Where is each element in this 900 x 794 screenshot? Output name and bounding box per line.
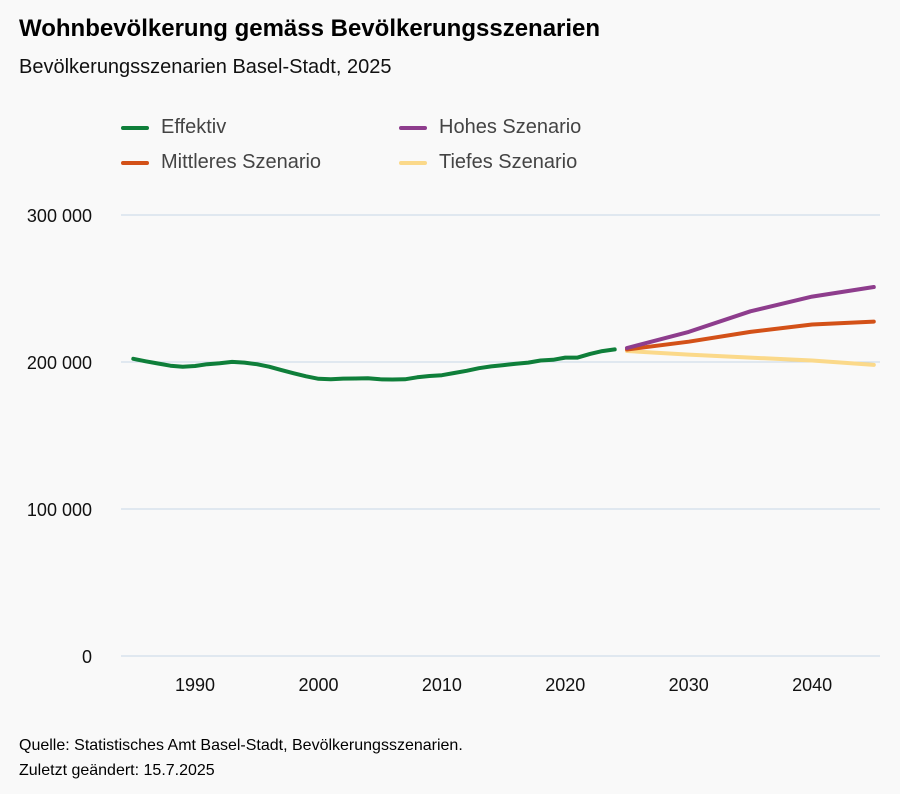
last-modified-line: Zuletzt geändert: 15.7.2025 — [19, 762, 215, 779]
legend-item-tiefes[interactable]: Tiefes Szenario — [399, 151, 577, 174]
legend-swatch-effektiv — [121, 125, 149, 130]
line-chart: 0 100 000 200 000 300 000 1990 2000 2010 2020 20… — [27, 206, 880, 695]
legend-label-mittleres: Mittleres Szenario — [161, 151, 322, 173]
x-tick-label: 2010 — [422, 675, 462, 695]
legend-label-effektiv: Effektiv — [161, 116, 227, 138]
source-note: Quelle: Statistisches Amt Basel-Stadt, B… — [19, 733, 463, 783]
series-line-hohes-szenario — [625, 285, 876, 350]
legend-item-hohes[interactable]: Hohes Szenario — [399, 116, 581, 139]
legend-swatch-mittleres — [121, 160, 149, 165]
x-tick-label: 2030 — [669, 675, 709, 695]
legend-swatch-tiefes — [399, 160, 427, 165]
chart-title: Wohnbevölkerung gemäss Bevölkerungsszena… — [19, 15, 601, 42]
y-tick-label: 300 000 — [27, 206, 92, 226]
x-tick-label: 1990 — [175, 675, 215, 695]
legend-item-effektiv[interactable]: Effektiv — [121, 116, 226, 139]
legend-label-tiefes: Tiefes Szenario — [439, 151, 578, 173]
x-tick-label: 2000 — [298, 675, 338, 695]
x-tick-label: 2040 — [792, 675, 832, 695]
legend-swatch-hohes — [399, 125, 427, 130]
y-tick-label: 200 000 — [27, 353, 92, 373]
x-tick-label: 2020 — [545, 675, 585, 695]
series-line-effektiv — [131, 347, 617, 382]
chart-subtitle: Bevölkerungsszenarien Basel-Stadt, 2025 — [19, 56, 392, 78]
legend-item-mittleres[interactable]: Mittleres Szenario — [121, 151, 321, 174]
series-line-mittleres-szenario — [625, 319, 876, 352]
series-line-tiefes-szenario — [625, 349, 876, 367]
y-tick-label: 0 — [82, 647, 92, 667]
source-line: Quelle: Statistisches Amt Basel-Stadt, B… — [19, 737, 463, 754]
legend-label-hohes: Hohes Szenario — [439, 116, 582, 138]
y-tick-label: 100 000 — [27, 500, 92, 520]
